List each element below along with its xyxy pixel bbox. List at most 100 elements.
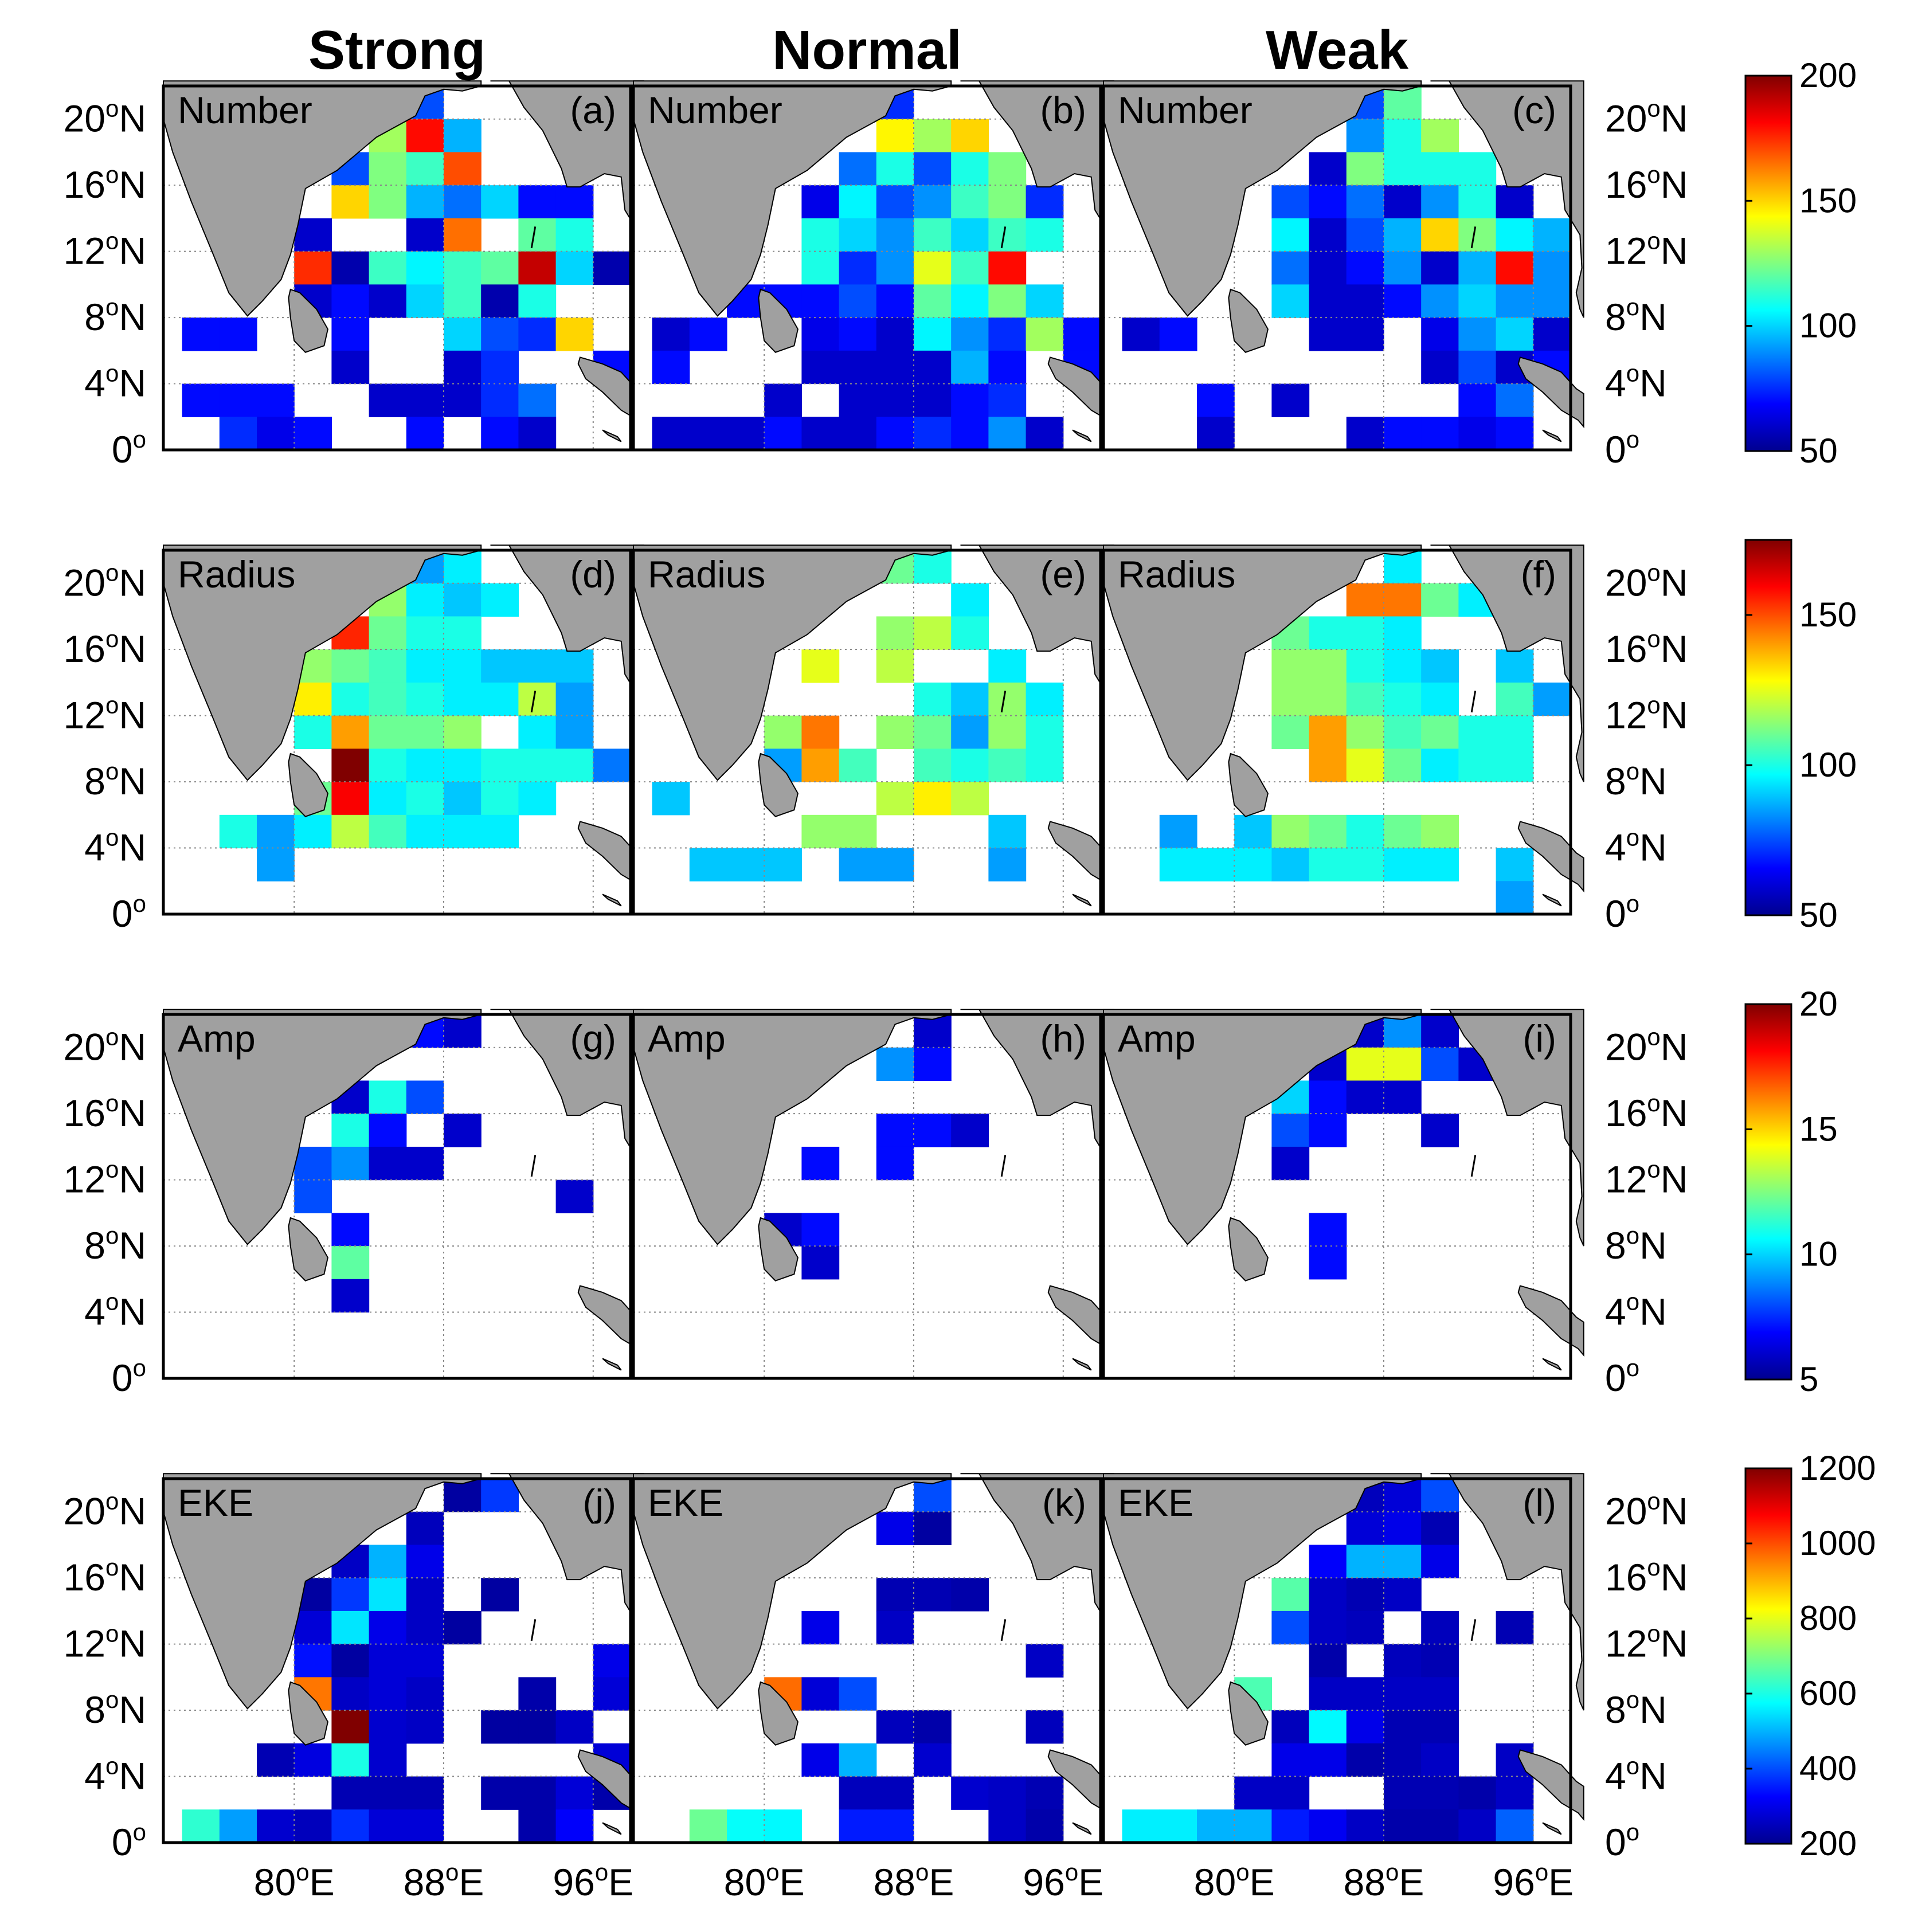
- panel-g: Amp (g): [162, 1009, 644, 1380]
- heat-cell: [331, 1610, 370, 1645]
- column-title-weak: Weak: [1266, 19, 1409, 81]
- heat-cell: [1384, 152, 1422, 186]
- heat-cell: [369, 185, 407, 219]
- heat-cell: [444, 1479, 482, 1512]
- heat-cell: [331, 1776, 370, 1810]
- heat-cell: [876, 715, 914, 749]
- land-mass: [1228, 1681, 1269, 1746]
- heat-cell: [257, 814, 295, 849]
- heat-cell: [406, 1610, 444, 1645]
- land-mass: [1103, 80, 1422, 317]
- colorbar-tick-label: 20: [1799, 985, 1838, 1023]
- heat-cell: [481, 1479, 519, 1512]
- heat-cell: [988, 218, 1027, 252]
- heat-cell: [1384, 284, 1422, 318]
- panel-tag: (c): [1512, 89, 1556, 131]
- heat-cell: [518, 715, 557, 749]
- heat-cell: [1026, 1776, 1064, 1810]
- heat-cell: [1309, 1710, 1347, 1744]
- heat-cell: [1384, 1677, 1422, 1711]
- lon-tick-label: 80oE: [254, 1859, 335, 1903]
- heat-cell: [1309, 1578, 1347, 1612]
- lat-tick-label-right: 12oN: [1605, 1620, 1688, 1665]
- heat-cell: [1271, 1114, 1310, 1147]
- heat-cell: [1271, 848, 1310, 881]
- heat-cell: [331, 185, 370, 219]
- heat-cell: [764, 417, 802, 450]
- heat-cell: [1496, 715, 1534, 749]
- heat-cell: [1458, 284, 1497, 318]
- heat-cell: [1421, 715, 1459, 749]
- heat-cell: [1421, 1545, 1459, 1578]
- heat-cell: [1346, 1545, 1384, 1578]
- heat-cell: [1421, 1047, 1459, 1081]
- lat-tick-label-right: 20oN: [1605, 95, 1688, 140]
- heat-cell: [876, 185, 914, 219]
- heat-cell: [727, 1809, 765, 1843]
- lat-tick-label-left: 8oN: [84, 1222, 146, 1267]
- heat-cell: [406, 417, 444, 450]
- heat-cell: [444, 550, 482, 584]
- heat-cell: [182, 1809, 220, 1843]
- land-mass: [163, 544, 482, 781]
- lat-tick-label-left: 20oN: [64, 95, 146, 140]
- heat-cell: [839, 748, 877, 782]
- heat-cell: [1346, 119, 1384, 153]
- heat-cell: [406, 616, 444, 650]
- heat-cell: [988, 715, 1027, 749]
- heat-cell: [801, 1743, 840, 1777]
- lat-tick-label-left: 8oN: [84, 758, 146, 802]
- heat-cell: [689, 417, 727, 450]
- heat-cell: [444, 748, 482, 782]
- lon-tick-label: 96oE: [1023, 1859, 1103, 1903]
- heat-cell: [1026, 715, 1064, 749]
- lat-tick-label-left: 0o: [112, 1354, 146, 1399]
- land-mass: [1542, 1358, 1562, 1371]
- heat-cell: [914, 1014, 952, 1048]
- lat-tick-label-right: 0o: [1605, 1354, 1639, 1399]
- panel-tag: (b): [1040, 89, 1086, 131]
- heat-cell: [257, 383, 295, 417]
- heat-cell: [1271, 1743, 1310, 1777]
- heat-cell: [988, 682, 1027, 716]
- heat-cell: [988, 748, 1027, 782]
- heat-cell: [294, 1809, 332, 1843]
- heat-cell: [839, 1809, 877, 1843]
- island-mark: [1470, 1155, 1477, 1177]
- heat-cell: [951, 583, 989, 617]
- panel-c: Number (c): [1102, 80, 1584, 452]
- lat-tick-label-left: 16oN: [64, 625, 146, 670]
- heat-cell: [951, 616, 989, 650]
- heat-cell: [481, 583, 519, 617]
- lat-tick-label-left: 4oN: [84, 824, 146, 869]
- heat-cell: [1421, 1479, 1459, 1512]
- heat-cell: [1346, 848, 1384, 881]
- colorbar-tick-label: 50: [1799, 896, 1838, 934]
- heat-cell: [1421, 1809, 1459, 1843]
- heat-cell: [481, 417, 519, 450]
- heat-cell: [764, 848, 802, 881]
- heat-cell: [1384, 185, 1422, 219]
- heat-cell: [1026, 284, 1064, 318]
- heat-cell: [1346, 1511, 1384, 1546]
- heat-cell: [652, 350, 690, 385]
- heat-cell: [555, 748, 594, 782]
- variable-label: Radius: [648, 553, 765, 595]
- heat-cell: [876, 284, 914, 318]
- heat-cell: [518, 185, 557, 219]
- heat-cell: [1421, 218, 1459, 252]
- heat-cell: [652, 782, 690, 816]
- heat-cell: [1309, 649, 1347, 683]
- colorbar-tick-label: 150: [1799, 181, 1857, 220]
- heat-cell: [876, 1710, 914, 1744]
- heat-cell: [369, 1743, 407, 1777]
- lat-tick-label-left: 8oN: [84, 293, 146, 338]
- land-mass: [1103, 1009, 1422, 1245]
- heat-cell: [801, 1677, 840, 1711]
- colorbar-tick-label: 50: [1799, 432, 1838, 470]
- island-mark: [1000, 1619, 1007, 1641]
- heat-cell: [1458, 318, 1497, 351]
- heat-cell: [839, 152, 877, 186]
- heat-cell: [1026, 218, 1064, 252]
- heat-cell: [876, 848, 914, 881]
